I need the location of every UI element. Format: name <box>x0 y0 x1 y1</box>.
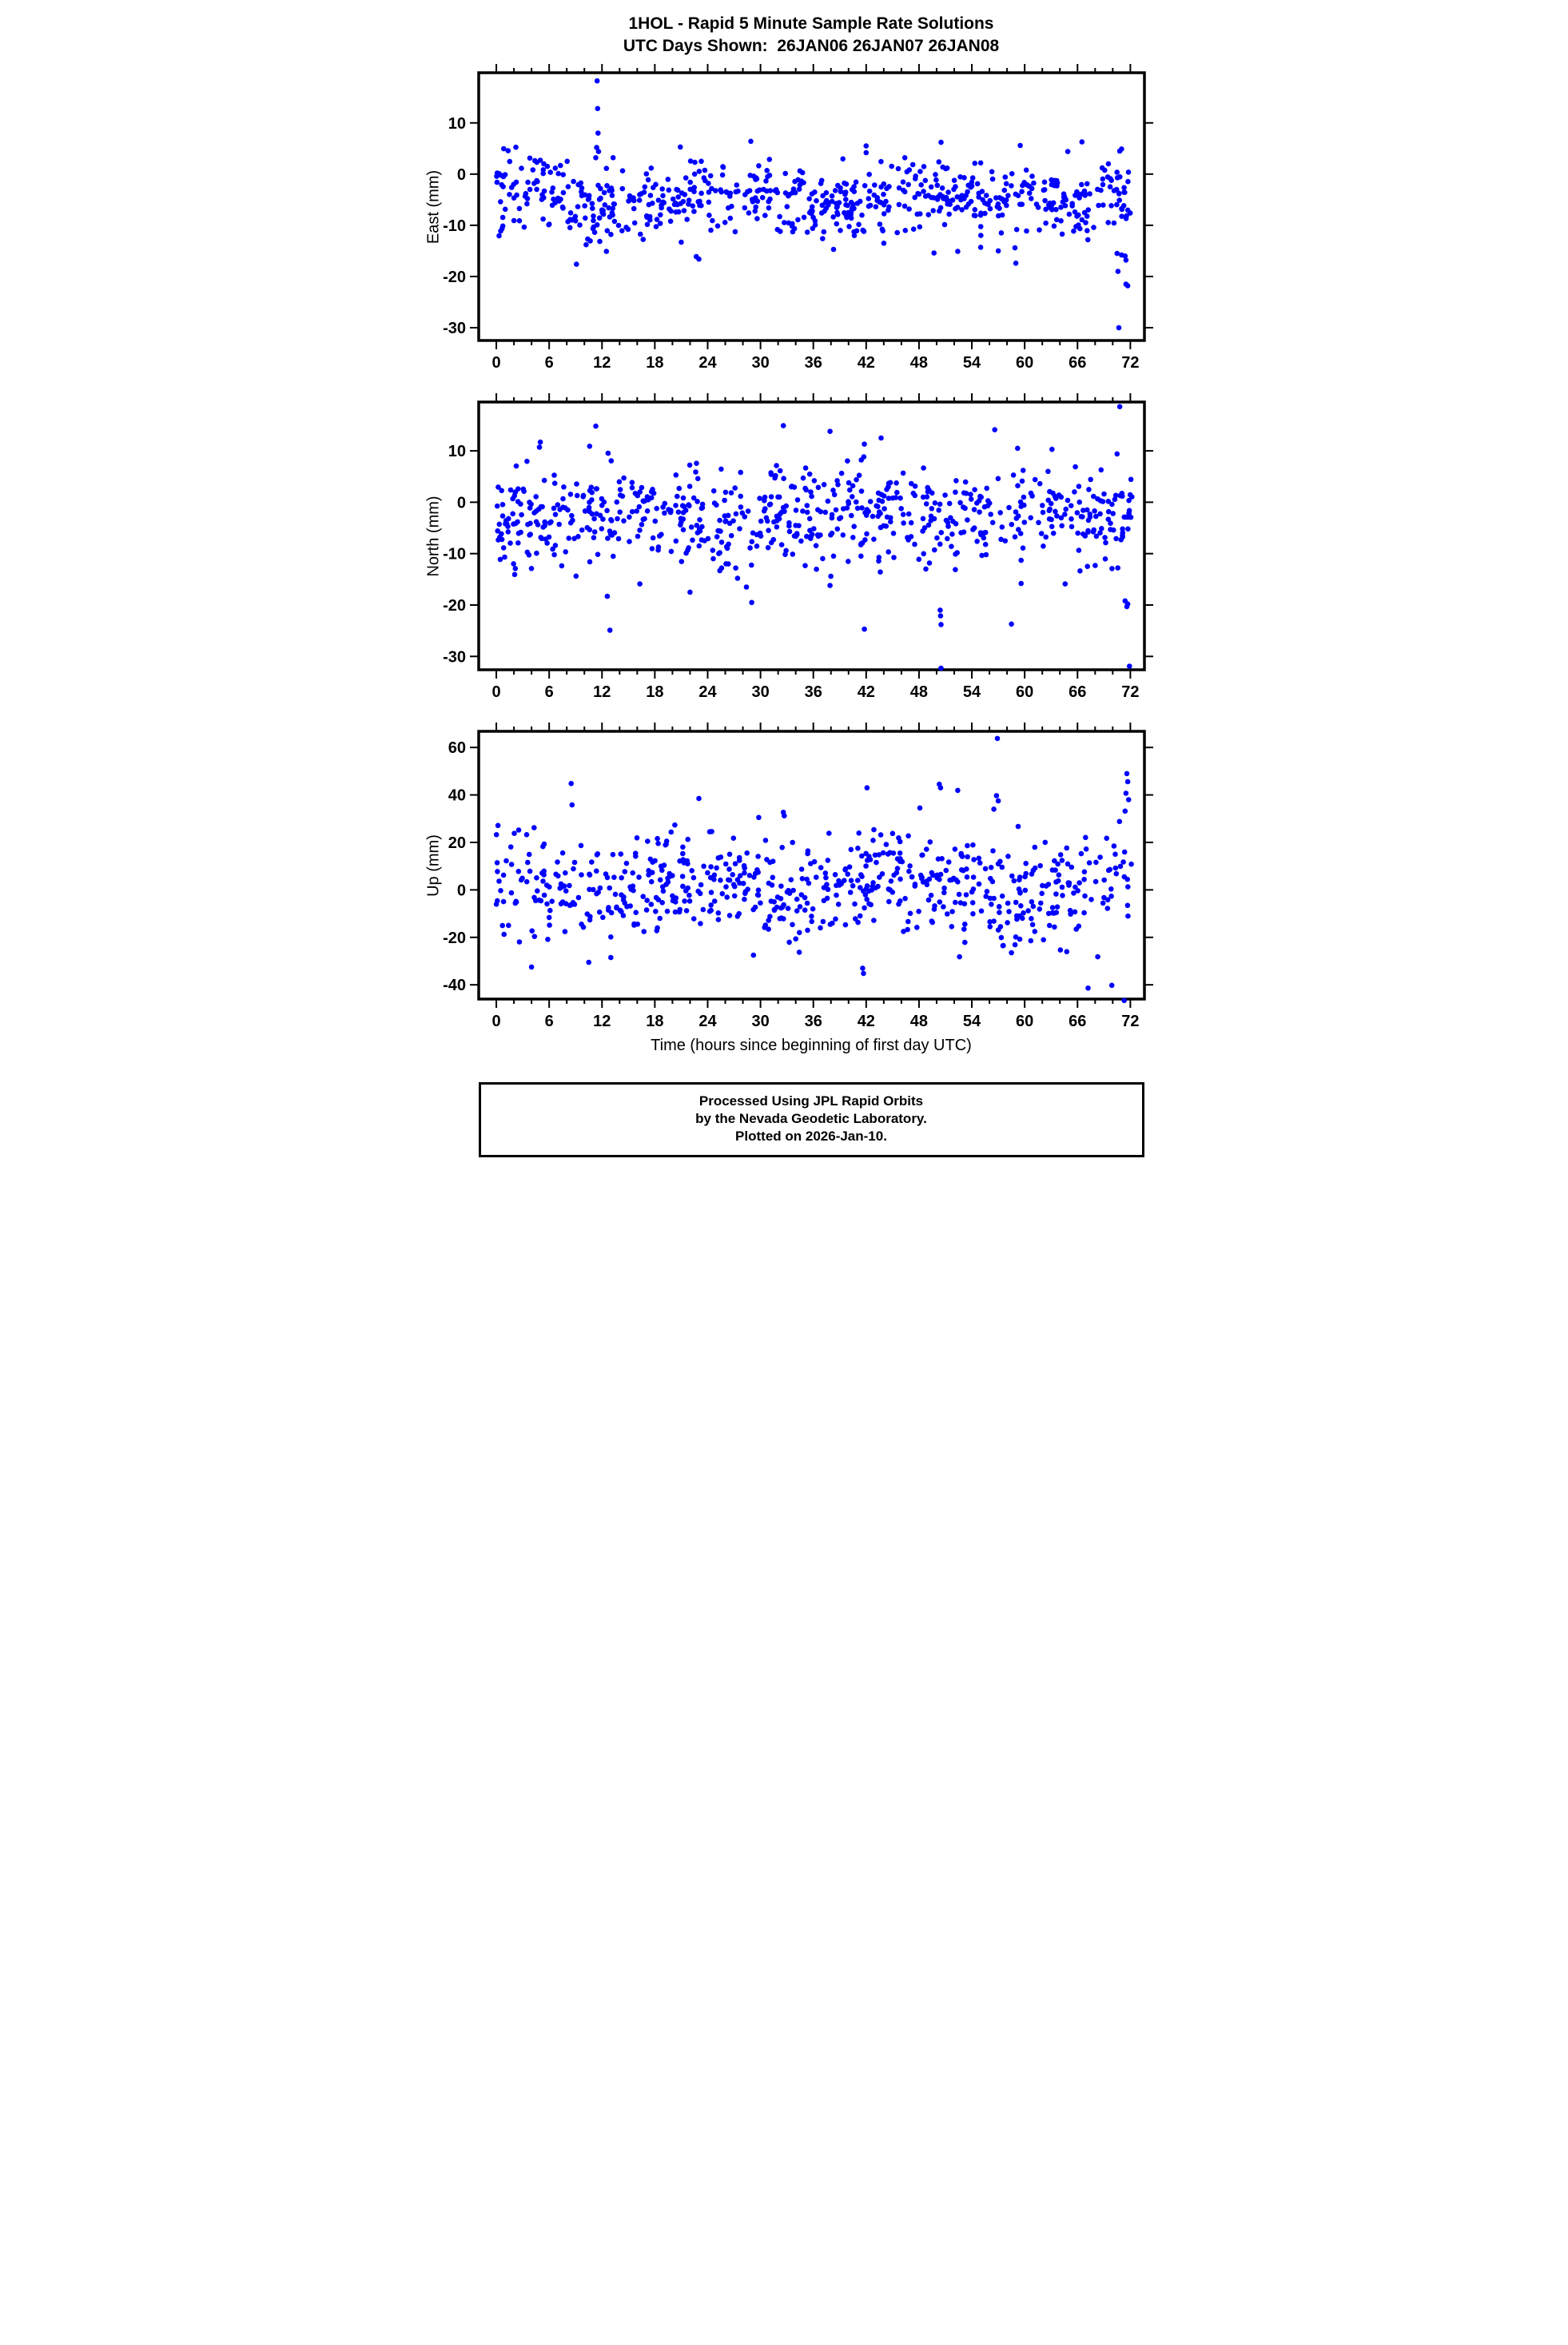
figure-title-block: 1HOL - Rapid 5 Minute Sample Rate Soluti… <box>420 0 1176 58</box>
footer-box: Processed Using JPL Rapid Orbits by the … <box>478 1081 1144 1157</box>
svg-text:60: 60 <box>1016 683 1033 701</box>
panel-up: Up (mm) 0 6 12 18 24 30 36 42 48 54 60 66 72 60 40 20 0 -… <box>392 722 1176 1032</box>
north-scatter-plot: 0 6 12 18 24 30 36 42 48 54 60 66 72 10 0 -10 -20 -30 <box>443 392 1153 701</box>
svg-text:42: 42 <box>857 683 874 701</box>
svg-text:30: 30 <box>751 683 769 701</box>
svg-text:6: 6 <box>544 683 553 701</box>
svg-text:-30: -30 <box>443 320 466 337</box>
figure-subtitle: UTC Days Shown: 26JAN06 26JAN07 26JAN08 <box>623 37 1000 56</box>
svg-text:20: 20 <box>448 834 465 852</box>
svg-text:12: 12 <box>593 1013 611 1030</box>
svg-text:6: 6 <box>544 1013 553 1030</box>
svg-text:72: 72 <box>1121 683 1139 701</box>
svg-text:48: 48 <box>909 354 927 372</box>
svg-text:0: 0 <box>491 683 500 701</box>
svg-text:-10: -10 <box>443 217 466 235</box>
svg-text:0: 0 <box>491 1013 500 1030</box>
svg-text:36: 36 <box>804 354 822 372</box>
svg-text:0: 0 <box>491 354 500 372</box>
svg-text:66: 66 <box>1069 354 1086 372</box>
figure-page: 1HOL - Rapid 5 Minute Sample Rate Soluti… <box>392 0 1176 1172</box>
svg-text:24: 24 <box>698 1013 717 1030</box>
svg-text:0: 0 <box>456 494 465 512</box>
svg-text:36: 36 <box>804 683 822 701</box>
svg-text:10: 10 <box>448 443 465 460</box>
up-axis-label: Up (mm) <box>424 834 442 897</box>
svg-text:48: 48 <box>909 1013 927 1030</box>
footer-line-2: by the Nevada Geodetic Laboratory. <box>695 1110 927 1126</box>
svg-text:60: 60 <box>448 739 465 757</box>
svg-text:42: 42 <box>857 354 874 372</box>
svg-text:18: 18 <box>646 1013 663 1030</box>
footer-line-3: Plotted on 2026-Jan-10. <box>735 1128 887 1144</box>
svg-text:60: 60 <box>1016 1013 1033 1030</box>
svg-text:36: 36 <box>804 1013 822 1030</box>
svg-text:42: 42 <box>857 1013 874 1030</box>
svg-text:30: 30 <box>751 354 769 372</box>
figure-title: 1HOL - Rapid 5 Minute Sample Rate Soluti… <box>628 14 994 33</box>
svg-text:-20: -20 <box>443 597 466 615</box>
east-axis-label: East (mm) <box>424 169 442 244</box>
svg-text:-10: -10 <box>443 545 466 563</box>
svg-text:30: 30 <box>751 1013 769 1030</box>
svg-text:-20: -20 <box>443 929 466 946</box>
x-axis-label: Time (hours since beginning of first day… <box>651 1036 972 1054</box>
svg-text:72: 72 <box>1121 354 1139 372</box>
up-scatter-plot: 0 6 12 18 24 30 36 42 48 54 60 66 72 60 40 20 0 -20 -40 <box>443 722 1153 1030</box>
svg-text:40: 40 <box>448 786 465 804</box>
svg-text:66: 66 <box>1069 683 1086 701</box>
svg-text:48: 48 <box>909 683 927 701</box>
north-axis-label: North (mm) <box>424 496 442 577</box>
svg-text:60: 60 <box>1016 354 1033 372</box>
svg-text:12: 12 <box>593 354 611 372</box>
footer-line-1: Processed Using JPL Rapid Orbits <box>698 1093 924 1109</box>
svg-text:18: 18 <box>646 683 663 701</box>
svg-text:54: 54 <box>962 354 981 372</box>
svg-text:-40: -40 <box>443 977 466 994</box>
svg-text:0: 0 <box>456 166 465 184</box>
svg-text:66: 66 <box>1069 1013 1086 1030</box>
svg-text:18: 18 <box>646 354 663 372</box>
east-scatter-plot: 0 6 12 18 24 30 36 42 48 54 60 66 72 10 0 -10 -20 -30 <box>443 63 1153 372</box>
svg-text:12: 12 <box>593 683 611 701</box>
svg-text:72: 72 <box>1121 1013 1139 1030</box>
svg-text:-20: -20 <box>443 269 466 286</box>
svg-text:24: 24 <box>698 683 717 701</box>
svg-text:54: 54 <box>962 683 981 701</box>
svg-text:10: 10 <box>448 114 465 132</box>
svg-text:6: 6 <box>544 354 553 372</box>
panel-east: East (mm) 0 6 12 18 24 30 36 42 48 54 60 66 72 10 0 -10… <box>392 63 1176 373</box>
svg-text:24: 24 <box>698 354 717 372</box>
svg-text:-30: -30 <box>443 648 466 666</box>
svg-text:54: 54 <box>962 1013 981 1030</box>
panel-north: North (mm) 0 6 12 18 24 30 36 42 48 54 60 66 72 10 0 -1… <box>392 392 1176 703</box>
svg-text:0: 0 <box>456 882 465 899</box>
